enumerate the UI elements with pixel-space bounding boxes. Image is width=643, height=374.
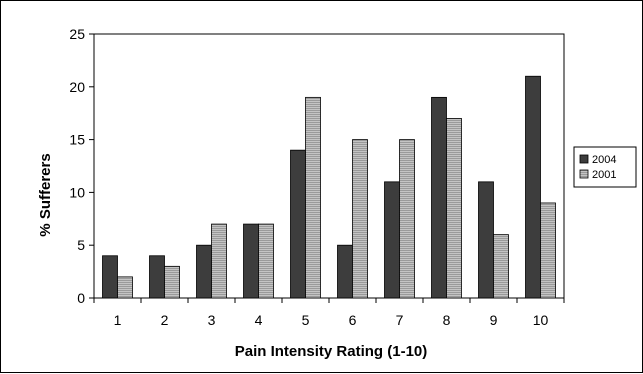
y-axis-label: % Sufferers (37, 153, 54, 236)
x-tick-label: 4 (255, 312, 263, 328)
legend-box (573, 146, 637, 188)
x-axis-ticks: 1 2 3 4 5 6 7 8 9 10 (93, 298, 565, 328)
x-tick-label: 8 (443, 312, 451, 328)
x-tick-label: 6 (349, 312, 357, 328)
bar-2001-10 (540, 202, 556, 299)
bar-2004-9 (478, 181, 494, 299)
bar-2001-4 (258, 223, 274, 299)
y-tick-label: 25 (69, 26, 85, 42)
bar-2004-10 (525, 75, 541, 299)
legend: 2004 2001 (573, 146, 637, 188)
bar-2004-4 (243, 223, 259, 299)
bar-2004-6 (337, 244, 353, 299)
x-axis-label: Pain Intensity Rating (1-10) (235, 343, 428, 360)
y-tick-label: 20 (69, 79, 85, 95)
y-axis-ticks: 0 5 10 15 20 25 (69, 26, 94, 306)
bar-2001-1 (117, 276, 133, 299)
x-tick-label: 7 (396, 312, 404, 328)
bar-2004-3 (196, 244, 212, 299)
legend-swatch-2001 (579, 169, 589, 179)
x-tick-label: 5 (302, 312, 310, 328)
y-tick-label: 0 (77, 290, 85, 306)
bar-2001-6 (352, 139, 368, 299)
x-tick-label: 2 (161, 312, 169, 328)
bar-2004-5 (290, 149, 306, 299)
bar-2001-3 (211, 223, 227, 299)
bar-2001-5 (305, 96, 321, 299)
x-tick-label: 3 (208, 312, 216, 328)
bar-2001-8 (446, 118, 462, 299)
bar-2004-8 (431, 96, 447, 299)
legend-label-2004: 2004 (592, 154, 616, 166)
y-tick-label: 10 (69, 184, 85, 200)
bar-2004-2 (149, 255, 165, 299)
x-tick-label: 9 (490, 312, 498, 328)
legend-label-2001: 2001 (592, 169, 616, 181)
bar-2004-1 (102, 255, 118, 299)
legend-swatch-2004 (579, 154, 589, 164)
bar-2001-7 (399, 139, 415, 299)
bars (102, 75, 556, 299)
bar-2001-9 (493, 234, 509, 299)
y-tick-label: 15 (69, 132, 85, 148)
x-tick-label: 1 (114, 312, 122, 328)
bar-2001-2 (164, 265, 180, 299)
y-tick-label: 5 (77, 237, 85, 253)
bar-2004-7 (384, 181, 400, 299)
x-tick-label: 10 (533, 312, 549, 328)
